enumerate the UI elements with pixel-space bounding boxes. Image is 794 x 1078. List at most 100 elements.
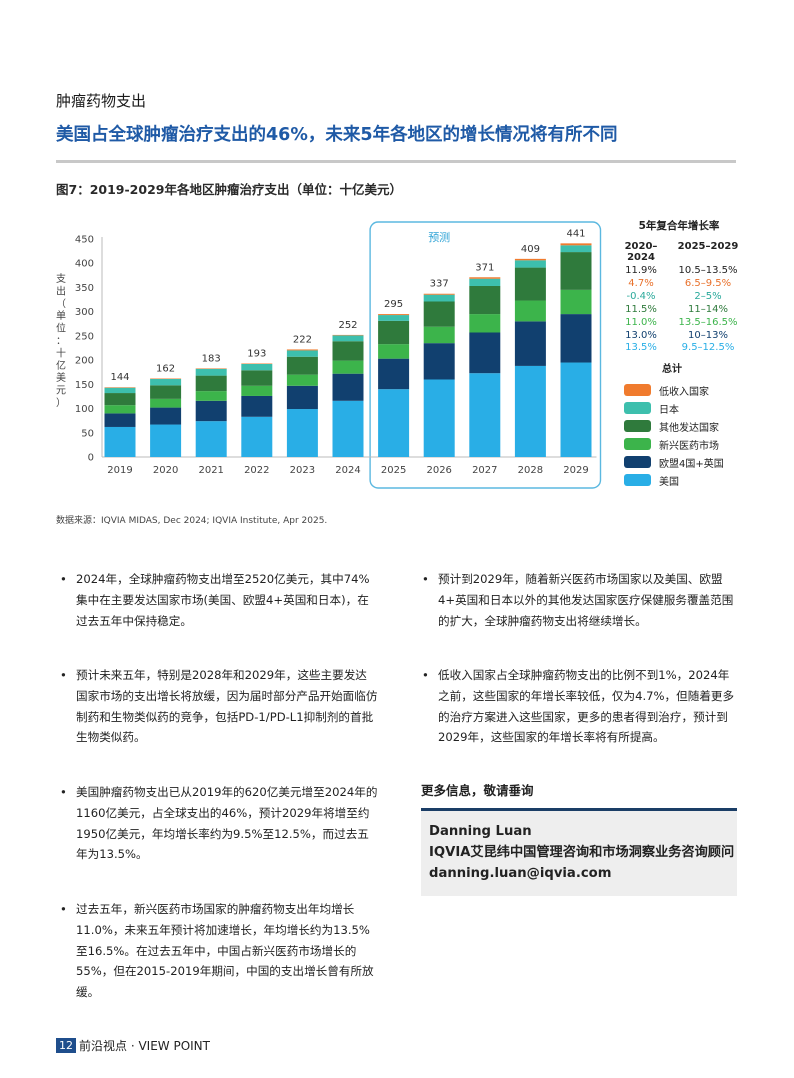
cagr-2020-2024-value: 13.5%: [625, 342, 657, 354]
cagr-2020-2024-value: 13.0%: [625, 329, 657, 341]
x-tick-label: 2019: [107, 465, 132, 476]
bar-total-label: 295: [384, 299, 403, 310]
bar-segment: [423, 326, 455, 344]
legend-label: 日本: [659, 404, 679, 416]
cagr-2025-2029-value: 6.5–9.5%: [684, 277, 732, 289]
bullet-text: 低收入国家占全球肿瘤药物支出的比例不到1%，2024年之前，这些国家的年增长率较…: [438, 668, 735, 745]
y-tick-label: 300: [75, 307, 94, 318]
bar-segment: [514, 321, 546, 366]
bar-segment: [195, 375, 227, 392]
bullet-text: 预计未来五年，特别是2028年和2029年，这些主要发达国家市场的支出增长将放缓…: [76, 668, 378, 745]
x-tick-label: 2025: [381, 465, 406, 476]
x-tick-label: 2024: [335, 465, 360, 476]
legend-label: 低收入国家: [659, 386, 709, 398]
legend-total-label: 总计: [662, 364, 682, 375]
cagr-2020-2024-value: 11.9%: [625, 265, 657, 276]
bullet-item: • 预计到2029年，随着新兴医药市场国家以及美国、欧盟4+英国和日本以外的其他发…: [422, 569, 740, 631]
bar-segment: [560, 243, 592, 246]
stacked-bar-chart: 预测 0 50 100 150 200 250 300 350 400 450 支出（单位：十亿美元）…: [56, 221, 602, 489]
x-tick-label: 2028: [518, 465, 543, 476]
bar-total-label: 193: [247, 349, 266, 360]
x-tick-label: 2029: [563, 465, 588, 476]
bullet-dot: •: [60, 785, 67, 799]
y-axis-title-char: 十: [56, 346, 66, 359]
bullet-item: • 预计未来五年，特别是2028年和2029年，这些主要发达国家市场的支出增长将放…: [60, 665, 378, 748]
bar-segment: [560, 289, 592, 315]
y-axis-title-char: 美: [56, 371, 66, 384]
legend-label: 其他发达国家: [659, 422, 719, 434]
cagr-2020-2024-value: 11.0%: [625, 316, 657, 328]
page-footer: 12 前沿视点 · VIEW POINT: [56, 1037, 210, 1054]
divider: [56, 160, 736, 163]
bar-segment: [378, 320, 410, 345]
contact-email[interactable]: danning.luan@iqvia.com: [429, 866, 612, 881]
bar-total-label: 162: [156, 364, 175, 375]
bar-segment: [514, 300, 546, 322]
cagr-2025-2029-value: 10.5–13.5%: [678, 265, 738, 276]
section-label: 肿瘤药物支出: [56, 92, 147, 110]
bar-total-label: 183: [202, 353, 221, 364]
bar-segment: [195, 400, 227, 422]
bar-segment: [241, 385, 273, 396]
legend-item: 美国: [624, 471, 724, 489]
x-tick-label: 2023: [290, 465, 315, 476]
cagr-2025-2029-value: 10–13%: [688, 329, 728, 341]
contact-name: Danning Luan: [429, 824, 532, 839]
bar-segment: [150, 424, 182, 457]
bar-segment: [150, 407, 182, 425]
bar-segment: [514, 258, 546, 261]
x-tick-label: 2022: [244, 465, 269, 476]
bar-segment: [150, 398, 182, 408]
bullet-item: • 美国肿瘤药物支出已从2019年的620亿美元增至2024年的1160亿美元，占…: [60, 782, 378, 865]
bar-segment: [150, 379, 182, 386]
bar-segment: [195, 391, 227, 401]
bar-segment: [332, 335, 364, 342]
bullet-dot: •: [60, 572, 67, 586]
bar-segment: [104, 413, 136, 427]
bar-segment: [423, 301, 455, 327]
bar-segment: [378, 389, 410, 457]
cagr-row: 4.7% 6.5–9.5%: [612, 278, 746, 291]
bar-segment: [104, 405, 136, 414]
bullet-text: 预计到2029年，随着新兴医药市场国家以及美国、欧盟4+英国和日本以外的其他发达…: [438, 572, 734, 628]
forecast-label: 预测: [428, 231, 450, 244]
bar-segment: [423, 294, 455, 302]
bar-segment: [378, 315, 410, 321]
legend-swatch: [624, 456, 651, 468]
bar-segment: [332, 400, 364, 457]
y-axis-title-char: 单: [56, 310, 66, 322]
page-number: 12: [56, 1038, 76, 1053]
legend-swatch: [624, 402, 651, 414]
legend-swatch: [624, 438, 651, 450]
cagr-col1-header: 2020–2024: [624, 241, 658, 263]
page-headline: 美国占全球肿瘤治疗支出的46%，未来5年各地区的增长情况将有所不同: [56, 125, 618, 145]
more-info-title: 更多信息，敬请垂询: [421, 783, 534, 798]
legend-item: 其他发达国家: [624, 417, 724, 435]
footer-text: 前沿视点 · VIEW POINT: [79, 1039, 210, 1053]
bar-segment: [286, 349, 318, 351]
bar-segment: [286, 374, 318, 386]
bar-segment: [104, 387, 136, 394]
cagr-table: 5年复合年增长率 2020–2024 2025–2029 11.9% 10.5–1…: [612, 218, 746, 355]
bullet-item: • 过去五年，新兴医药市场国家的肿瘤药物支出年均增长11.0%，未来五年预计将加速…: [60, 899, 378, 1003]
figure-title: 图7：2019-2029年各地区肿瘤治疗支出（单位：十亿美元）: [56, 182, 402, 197]
bar-segment: [469, 314, 501, 333]
bar-segment: [514, 267, 546, 301]
bar-total-label: 222: [293, 334, 312, 345]
y-axis-title-char: 位: [56, 322, 66, 335]
bar-segment: [241, 416, 273, 457]
bar-segment: [560, 252, 592, 290]
bar-segment: [514, 365, 546, 457]
y-axis-title-char: 支: [56, 273, 66, 285]
contact-role: IQVIA艾昆纬中国管理咨询和市场洞察业务咨询顾问: [429, 845, 735, 860]
bar-segment: [378, 314, 410, 316]
y-tick-label: 50: [81, 428, 94, 439]
legend-label: 新兴医药市场: [659, 440, 719, 452]
bullet-dot: •: [60, 668, 67, 682]
bar-segment: [286, 350, 318, 357]
legend-item: 新兴医药市场: [624, 435, 724, 453]
bar-total-label: 371: [475, 262, 494, 273]
x-tick-label: 2021: [198, 465, 223, 476]
cagr-row: 13.5% 9.5–12.5%: [612, 342, 746, 355]
bar-segment: [423, 343, 455, 380]
